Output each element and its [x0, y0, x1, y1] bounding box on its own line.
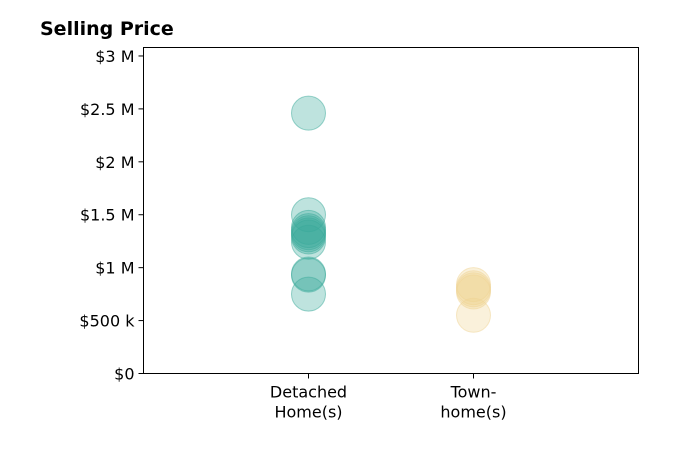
y-tick-label: $1 M — [95, 259, 134, 278]
data-point — [291, 197, 326, 233]
data-point — [291, 219, 326, 255]
x-axis: Detached Home(s) Town-home(s) — [270, 373, 507, 422]
y-tick-label: $0 — [114, 365, 134, 384]
x-tick-label-line: Town- — [450, 383, 497, 402]
x-tick-label-line: Home(s) — [274, 403, 342, 422]
chart-title: Selling Price — [40, 18, 174, 40]
x-tick-label: Detached Home(s) — [270, 383, 347, 422]
data-point — [291, 95, 326, 131]
y-tick-label: $2.5 M — [80, 100, 135, 119]
x-tick-label-line: home(s) — [440, 403, 506, 422]
data-points — [291, 95, 491, 333]
y-axis: $0 $500 k $1 M $1.5 M $2 M $2.5 M $3 M — [79, 47, 144, 384]
y-tick-label: $2 M — [95, 153, 134, 172]
data-point — [291, 257, 326, 293]
data-point — [291, 276, 326, 312]
y-tick-label: $500 k — [79, 312, 135, 331]
x-tick-label: Town-home(s) — [440, 383, 506, 422]
x-tick-label-line: Detached — [270, 383, 347, 402]
data-point — [291, 224, 326, 260]
data-point — [456, 297, 491, 333]
y-tick-label: $3 M — [95, 47, 134, 66]
y-tick-label: $1.5 M — [80, 206, 135, 225]
plot-frame — [143, 47, 639, 374]
